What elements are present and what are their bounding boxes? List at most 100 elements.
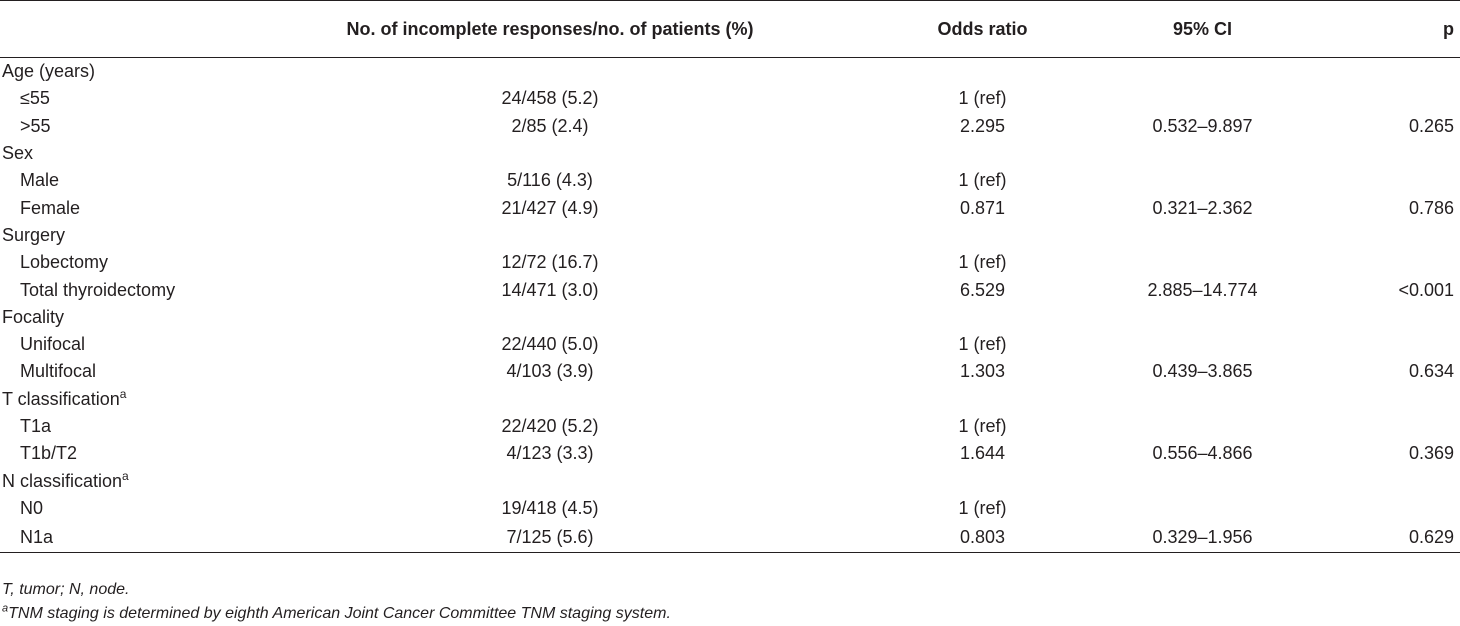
odds-ratio-cell: 6.529 (959, 279, 1006, 300)
row-label: Male (20, 170, 60, 191)
header-p: p (1320, 0, 1460, 58)
footnote-marker: a (2, 602, 9, 615)
header-row: No. of incomplete responses/no. of patie… (0, 0, 1460, 58)
p-cell: <0.001 (1398, 279, 1454, 300)
ci-cell (1085, 85, 1320, 112)
odds-ratio-cell: 1 (ref) (958, 88, 1007, 109)
footnote-abbrev: T, tumor; N, node. (2, 581, 130, 598)
odds-ratio-cell: 1 (ref) (958, 497, 1007, 518)
table-row: N1a 7/125 (5.6) 0.803 0.329–1.956 0.629 (0, 522, 1460, 554)
group-title: Surgery (0, 222, 1460, 249)
odds-ratio-cell: 1 (ref) (958, 334, 1007, 355)
header-odds-ratio: Odds ratio (880, 0, 1085, 58)
ci-cell: 0.321–2.362 (1152, 197, 1253, 218)
ci-cell (1085, 331, 1320, 358)
group-title-text: T classification (2, 388, 120, 409)
p-cell (1320, 413, 1460, 440)
table-row: Total thyroidectomy 14/471 (3.0) 6.529 2.88… (0, 276, 1460, 303)
row-label: N0 (20, 497, 44, 518)
responses-cell: 4/103 (3.9) (506, 361, 594, 382)
header-label (0, 0, 220, 58)
group-row: Surgery (0, 222, 1460, 249)
p-cell (1320, 85, 1460, 112)
table-row: Female 21/427 (4.9) 0.871 0.321–2.362 0.786 (0, 194, 1460, 221)
responses-cell: 14/471 (3.0) (501, 279, 599, 300)
ci-cell (1085, 167, 1320, 194)
group-title: Focality (0, 304, 1460, 331)
footnote-a: aTNM staging is determined by eighth Ame… (2, 602, 671, 626)
footnotes: T, tumor; N, node. aTNM staging is deter… (2, 578, 671, 626)
table-row: Male 5/116 (4.3) 1 (ref) (0, 167, 1460, 194)
ci-cell: 0.532–9.897 (1152, 115, 1253, 136)
group-title: Age (years) (0, 58, 1460, 86)
odds-ratio-cell: 1 (ref) (958, 416, 1007, 436)
responses-cell: 7/125 (5.6) (220, 522, 880, 554)
p-cell (1320, 331, 1460, 358)
group-title-text: N classification (2, 470, 123, 491)
row-label: T1b/T2 (20, 443, 78, 464)
odds-ratio-cell: 0.871 (959, 197, 1006, 218)
group-row: Age (years) (0, 58, 1460, 86)
p-cell: 0.629 (1320, 522, 1460, 554)
group-title: N classificationa (0, 467, 1460, 494)
group-title: Sex (0, 140, 1460, 167)
p-cell: 0.265 (1408, 115, 1454, 136)
odds-ratio-cell: 0.803 (880, 522, 1085, 554)
footnote-ref: a (122, 468, 129, 483)
table-row: Lobectomy 12/72 (16.7) 1 (ref) (0, 249, 1460, 276)
footnote-ref: a (119, 386, 127, 401)
group-row: T classificationa (0, 386, 1460, 413)
table-row: ≤55 24/458 (5.2) 1 (ref) (0, 85, 1460, 112)
ci-cell: 0.556–4.866 (1152, 443, 1253, 464)
row-label: >55 (20, 115, 51, 136)
group-title: T classificationa (0, 386, 1460, 413)
p-cell: 0.634 (1408, 361, 1454, 382)
odds-ratio-cell: 1 (ref) (958, 170, 1007, 191)
responses-cell: 19/418 (4.5) (501, 497, 599, 518)
table-body: Age (years) ≤55 24/458 (5.2) 1 (ref) >55 2/85… (0, 58, 1460, 554)
row-label: Total thyroidectomy (20, 279, 176, 300)
group-row: Sex (0, 140, 1460, 167)
row-label: Multifocal (20, 361, 97, 382)
group-row: Focality (0, 304, 1460, 331)
p-cell: 0.369 (1408, 443, 1454, 464)
responses-cell: 4/123 (3.3) (506, 443, 594, 464)
responses-cell: 12/72 (16.7) (501, 252, 599, 273)
results-table: No. of incomplete responses/no. of patie… (0, 0, 1460, 554)
row-label: Female (20, 197, 81, 218)
p-cell: 0.786 (1408, 197, 1454, 218)
table-row: T1a 22/420 (5.2) 1 (ref) (0, 413, 1460, 440)
header-responses: No. of incomplete responses/no. of patie… (220, 0, 880, 58)
header-ci: 95% CI (1085, 0, 1320, 58)
ci-cell (1085, 413, 1320, 440)
table-row: T1b/T2 4/123 (3.3) 1.644 0.556–4.866 0.369 (0, 440, 1460, 467)
footnote-a-text: TNM staging is determined by eighth Amer… (8, 605, 671, 622)
responses-cell: 5/116 (4.3) (507, 170, 593, 191)
table-row: N0 19/418 (4.5) 1 (ref) (0, 495, 1460, 522)
p-cell (1320, 495, 1460, 522)
responses-cell: 22/440 (5.0) (501, 334, 599, 355)
ci-cell (1085, 495, 1320, 522)
p-cell (1320, 167, 1460, 194)
odds-ratio-cell: 1.644 (959, 443, 1006, 464)
odds-ratio-cell: 2.295 (959, 115, 1006, 136)
responses-cell: 21/427 (4.9) (501, 197, 599, 218)
row-label: T1a (20, 416, 52, 436)
responses-cell: 24/458 (5.2) (501, 88, 599, 109)
table-row: >55 2/85 (2.4) 2.295 0.532–9.897 0.265 (0, 113, 1460, 140)
ci-cell: 0.329–1.956 (1085, 522, 1320, 554)
group-title-text: Age (years) (2, 61, 96, 82)
ci-cell: 0.439–3.865 (1152, 361, 1253, 382)
responses-cell: 2/85 (2.4) (511, 115, 589, 136)
row-label: Lobectomy (20, 252, 109, 273)
group-title-text: Focality (2, 306, 65, 327)
group-row: N classificationa (0, 467, 1460, 494)
p-cell (1320, 249, 1460, 276)
group-title-text: Surgery (2, 224, 66, 245)
table-row: Unifocal 22/440 (5.0) 1 (ref) (0, 331, 1460, 358)
row-label: N1a (0, 522, 220, 554)
group-title-text: Sex (2, 143, 34, 164)
table-row: Multifocal 4/103 (3.9) 1.303 0.439–3.865 0.6… (0, 358, 1460, 385)
row-label: Unifocal (20, 334, 86, 355)
